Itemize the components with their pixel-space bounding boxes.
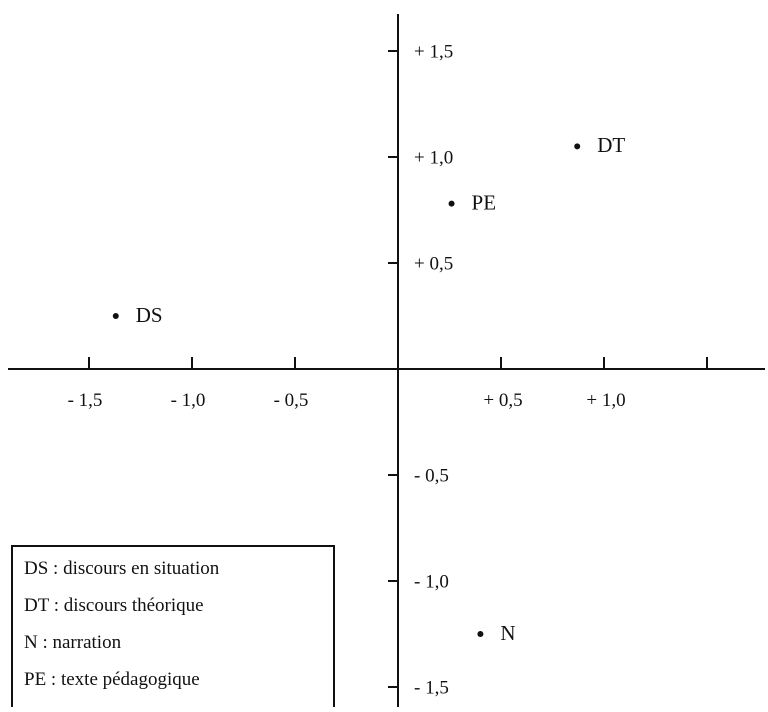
x-tick-label: + 0,5 <box>483 390 522 411</box>
y-tick-label: + 1,5 <box>414 41 453 62</box>
legend-entry: DS : discours en situation <box>24 558 220 579</box>
axes-group <box>8 14 765 707</box>
legend-entry: N : narration <box>24 632 122 653</box>
point-label-n: N <box>500 621 515 645</box>
y-tick-label: + 1,0 <box>414 147 453 168</box>
x-tick-label: - 1,5 <box>68 390 103 411</box>
data-point-pe <box>448 200 455 207</box>
points-group: DS DT PE N <box>112 133 625 645</box>
point-label-pe: PE <box>472 190 497 214</box>
y-tick-label: - 0,5 <box>414 465 449 486</box>
point-label-ds: DS <box>136 303 163 327</box>
data-point-n <box>477 631 484 637</box>
y-tick-label: - 1,5 <box>414 677 449 698</box>
x-tick-label: - 0,5 <box>274 390 309 411</box>
y-tick-label: + 0,5 <box>414 253 453 274</box>
data-point-dt <box>574 143 581 150</box>
y-tick-label: - 1,0 <box>414 571 449 592</box>
legend-entry: PE : texte pédagogique <box>24 669 200 690</box>
point-label-dt: DT <box>597 133 625 157</box>
x-tick-label: - 1,0 <box>171 390 206 411</box>
data-point-ds <box>112 313 119 319</box>
legend-box <box>11 545 335 712</box>
legend-entry: DT : discours théorique <box>24 595 204 616</box>
legend-group: DS : discours en situation DT : discours … <box>11 545 335 712</box>
ticks-group: - 1,5 - 1,0 - 0,5 + 0,5 + 1,0 + 1,5 + 1,0 + 0,5… <box>68 41 708 698</box>
x-tick-label: + 1,0 <box>586 390 625 411</box>
